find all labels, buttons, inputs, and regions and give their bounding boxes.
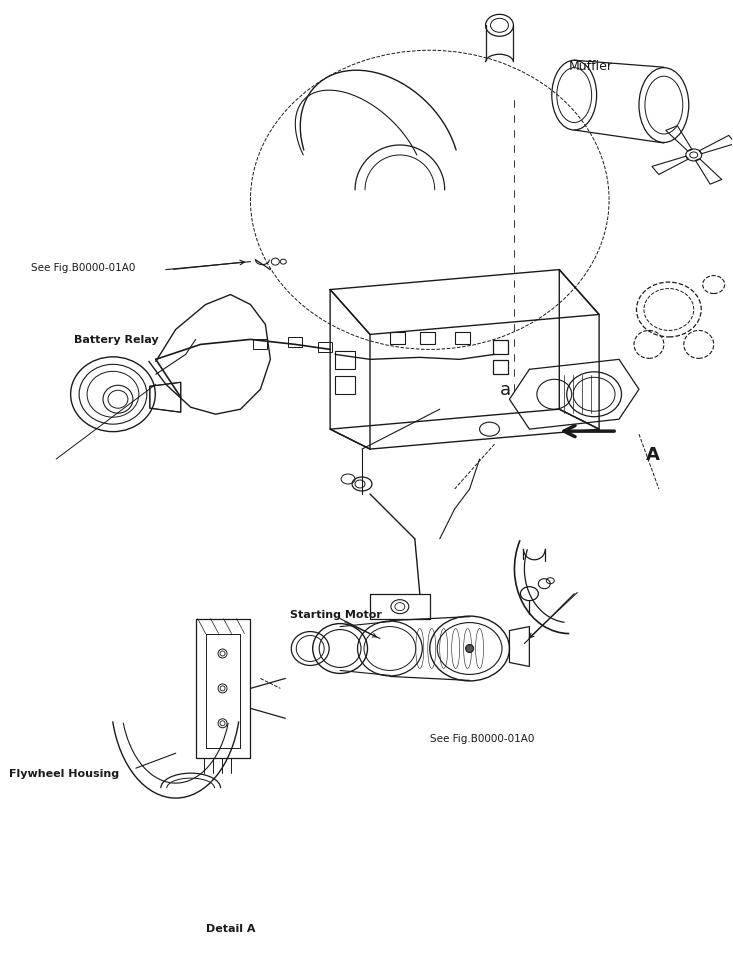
Text: Battery Relay: Battery Relay: [74, 335, 159, 345]
Text: a: a: [499, 381, 511, 399]
Ellipse shape: [465, 645, 474, 653]
Bar: [454, 333, 470, 345]
Text: See Fig.B0000-01A0: See Fig.B0000-01A0: [32, 262, 136, 272]
Bar: [335, 352, 355, 370]
Polygon shape: [150, 382, 181, 413]
Bar: [318, 343, 332, 353]
Text: A: A: [646, 446, 660, 463]
Text: Starting Motor: Starting Motor: [290, 609, 382, 619]
Bar: [390, 333, 405, 345]
Bar: [493, 361, 509, 375]
Bar: [288, 338, 302, 348]
Bar: [335, 377, 355, 395]
Bar: [420, 333, 435, 345]
Text: Flywheel Housing: Flywheel Housing: [10, 769, 119, 778]
Text: Detail A: Detail A: [206, 923, 255, 933]
Bar: [493, 341, 509, 355]
Text: Muffler: Muffler: [570, 60, 614, 73]
Bar: [254, 340, 268, 350]
Text: See Fig.B0000-01A0: See Fig.B0000-01A0: [430, 733, 534, 744]
